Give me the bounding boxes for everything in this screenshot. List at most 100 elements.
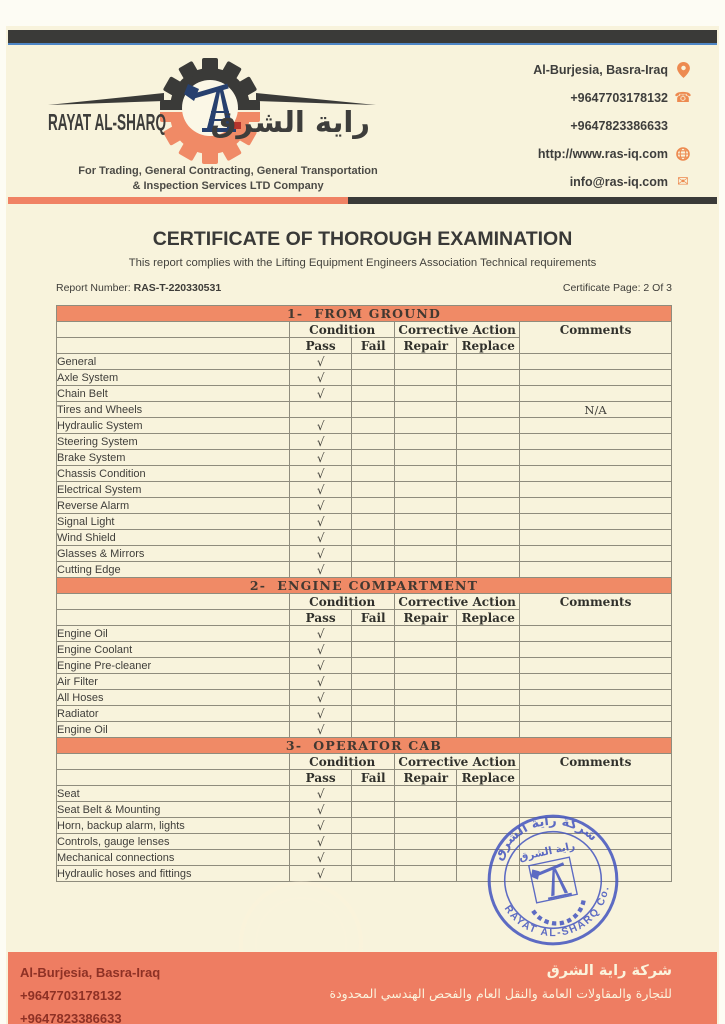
checklist-item-label: Chassis Condition [55, 465, 291, 482]
checklist-item-label: Wind Shield [55, 529, 291, 546]
repair-cell [394, 641, 458, 658]
checklist-row: Cutting Edge √ [55, 561, 672, 578]
checklist-row: Reverse Alarm √ [55, 497, 672, 514]
pass-checkmark-cell: √ [289, 545, 353, 562]
checklist-item-label: Hydraulic System [55, 417, 291, 434]
corrective-action-header: Corrective Action [394, 753, 521, 770]
checklist-item-label: Radiator [55, 705, 291, 722]
comment-cell [519, 433, 672, 450]
replace-header: Replace [456, 609, 521, 626]
checklist-item-label: Mechanical connections [55, 849, 291, 866]
checklist-item-label: Engine Oil [55, 625, 291, 642]
inspection-checklist-table: 1- FROM GROUND Condition Corrective Action… [55, 305, 672, 882]
pass-checkmark-cell: √ [289, 433, 353, 450]
repair-cell [394, 849, 458, 866]
pass-checkmark-cell: √ [289, 417, 353, 434]
checklist-item-label: Engine Coolant [55, 641, 291, 658]
pass-header: Pass [289, 609, 353, 626]
checklist-row: Hydraulic hoses and fittings √ [55, 865, 672, 882]
fail-cell [351, 801, 396, 818]
replace-cell [456, 705, 521, 722]
inspection-tables: 1- FROM GROUND Condition Corrective Action… [55, 305, 672, 882]
repair-cell [394, 817, 458, 834]
fail-cell [351, 849, 396, 866]
corrective-action-header: Corrective Action [394, 321, 521, 338]
fail-cell [351, 401, 396, 418]
replace-cell [456, 385, 521, 402]
paper-background: RAYAT AL-SHARQ راية الشرق For Trading, G… [6, 26, 719, 1024]
comment-cell [519, 353, 672, 370]
checklist-row: All Hoses √ [55, 689, 672, 706]
fail-cell [351, 529, 396, 546]
replace-cell [456, 449, 521, 466]
blank-header-cell [55, 769, 291, 786]
checklist-item-label: Controls, gauge lenses [55, 833, 291, 850]
repair-cell [394, 865, 458, 882]
pass-checkmark-cell: √ [289, 865, 353, 882]
checklist-row: Axle System √ [55, 369, 672, 386]
footer-phone2: +9647823386633 [20, 1011, 122, 1024]
replace-cell [456, 641, 521, 658]
checklist-row: Seat Belt & Mounting √ [55, 801, 672, 818]
pass-checkmark-cell: √ [289, 369, 353, 386]
checklist-item-label: Axle System [55, 369, 291, 386]
checklist-row: Radiator √ [55, 705, 672, 722]
fail-cell [351, 449, 396, 466]
comment-cell [519, 705, 672, 722]
comment-cell [519, 369, 672, 386]
comment-cell [519, 689, 672, 706]
fail-cell [351, 689, 396, 706]
pass-checkmark-cell: √ [289, 481, 353, 498]
repair-header: Repair [394, 769, 458, 786]
checklist-row: Wind Shield √ [55, 529, 672, 546]
repair-cell [394, 545, 458, 562]
report-number-label: Report Number: [56, 282, 134, 294]
checklist-row: Air Filter √ [55, 673, 672, 690]
replace-cell [456, 497, 521, 514]
repair-cell [394, 401, 458, 418]
checklist-row: Engine Oil √ [55, 625, 672, 642]
envelope-icon: ✉ [677, 174, 689, 190]
checklist-item-label: General [55, 353, 291, 370]
divider-dark-segment [348, 197, 717, 204]
repair-cell [394, 497, 458, 514]
logo-red-mark [232, 122, 241, 129]
blank-header-cell [55, 337, 291, 354]
comment-cell [519, 545, 672, 562]
pass-checkmark-cell: √ [289, 385, 353, 402]
checklist-row: Mechanical connections √ [55, 849, 672, 866]
replace-cell [456, 625, 521, 642]
repair-cell [394, 673, 458, 690]
pass-checkmark-cell: √ [289, 529, 353, 546]
section-header: 3- OPERATOR CAB [56, 737, 672, 754]
repair-cell [394, 721, 458, 738]
repair-cell [394, 513, 458, 530]
checklist-row: Engine Oil √ [55, 721, 672, 738]
pass-checkmark-cell: √ [289, 497, 353, 514]
checklist-item-label: Signal Light [55, 513, 291, 530]
contact-row: +9647823386633 [533, 116, 691, 136]
checklist-row: Hydraulic System √ [55, 417, 672, 434]
phone-icon: ☎ [674, 90, 692, 106]
checklist-row: Signal Light √ [55, 513, 672, 530]
replace-cell [456, 673, 521, 690]
footer-contact-block: Al-Burjesia, Basra-Iraq +9647703178132 +… [20, 961, 160, 1024]
pass-checkmark-cell: √ [289, 561, 353, 578]
repair-cell [394, 689, 458, 706]
condition-header: Condition [289, 593, 396, 610]
contact-text: +9647823386633 [570, 119, 668, 133]
checklist-row: Controls, gauge lenses √ [55, 833, 672, 850]
comment-cell [519, 529, 672, 546]
comment-cell [519, 497, 672, 514]
footer-arabic-block: شركة راية الشرق للتجارة والمقاولات العام… [330, 963, 672, 1001]
footer-phone1: +9647703178132 [20, 988, 122, 1003]
pass-checkmark-cell: √ [289, 641, 353, 658]
company-logo: RAYAT AL-SHARQ راية الشرق [48, 58, 376, 164]
checklist-row: Electrical System √ [55, 481, 672, 498]
replace-cell [456, 529, 521, 546]
logo-left-wing [48, 93, 164, 105]
pass-checkmark-cell: √ [289, 625, 353, 642]
fail-cell [351, 369, 396, 386]
replace-cell [456, 417, 521, 434]
